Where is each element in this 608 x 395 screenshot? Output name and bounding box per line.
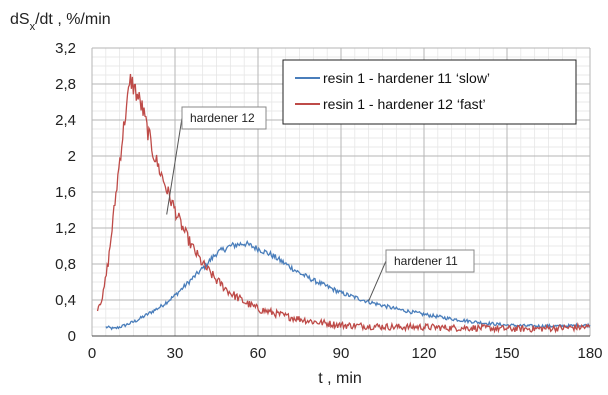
x-tick-label: 60 [250, 345, 267, 362]
y-tick-label: 3,2 [55, 40, 76, 57]
series-line-fast [96, 73, 591, 334]
y-tick-label: 2 [68, 148, 76, 165]
x-tick-label: 150 [494, 345, 519, 362]
legend-box [282, 59, 577, 125]
annotation-label: hardener 12 [190, 111, 255, 125]
legend-label-slow: resin 1 - hardener 11 ‘slow’ [323, 70, 490, 86]
annotation-leader [368, 260, 387, 302]
legend: resin 1 - hardener 11 ‘slow’ resin 1 - h… [282, 59, 577, 125]
x-axis-label: t , min [318, 370, 362, 387]
y-tick-label: 1,6 [55, 184, 76, 201]
y-tick-label: 0 [68, 328, 76, 345]
y-tick-label: 1,2 [55, 220, 76, 237]
y-tick-label: 0,4 [55, 292, 76, 309]
x-tick-label: 0 [88, 345, 96, 362]
annotations: hardener 12 hardener 11 [166, 106, 475, 302]
y-axis-label: dSx/dt , %/min [10, 11, 111, 33]
y-tick-label: 2,4 [55, 112, 76, 129]
x-tick-label: 180 [577, 345, 602, 362]
y-tick-label: 2,8 [55, 76, 76, 93]
y-tick-label: 0,8 [55, 256, 76, 273]
x-tick-label: 120 [411, 345, 436, 362]
x-tick-label: 30 [167, 345, 184, 362]
legend-label-fast: resin 1 - hardener 12 ‘fast’ [323, 96, 486, 112]
annotation-leader [166, 117, 183, 215]
annotation-box [181, 106, 267, 130]
x-tick-label: 90 [333, 345, 350, 362]
y-tick-labels: 0 0,4 0,8 1,2 1,6 2 2,4 2,8 3,2 [55, 40, 76, 345]
annotation-label: hardener 11 [394, 254, 458, 268]
series-layer [96, 73, 591, 334]
annotation-box [385, 249, 475, 273]
x-tick-labels: 0 30 60 90 120 150 180 [88, 345, 603, 362]
